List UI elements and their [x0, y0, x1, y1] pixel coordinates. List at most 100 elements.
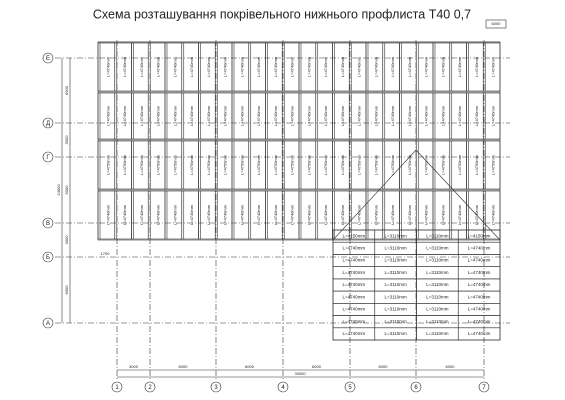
sheet-label: L=4750mm — [122, 154, 127, 175]
axis-label: Б — [46, 255, 50, 261]
sheet-label: L=3110mm — [426, 233, 449, 238]
note: 1700 — [101, 251, 111, 256]
sheet-label: L=4750mm — [306, 154, 311, 175]
sheet-label: L=4740mm — [105, 204, 110, 225]
sheet-label: L=3110mm — [384, 294, 407, 299]
sheet-label: L=4740mm — [468, 246, 491, 251]
axis-label: 5 — [348, 385, 352, 391]
sheet-label: L=4740mm — [343, 307, 366, 312]
sheet-label: L=4740mm — [256, 204, 261, 225]
sheet-label: L=4740mm — [290, 56, 295, 77]
axis-label: А — [46, 321, 50, 327]
dim-text: 24000 — [56, 184, 61, 196]
sheet-label: L=4740mm — [306, 105, 311, 126]
sheet-label: L=4750mm — [172, 154, 177, 175]
sheet-label: L=3110mm — [384, 258, 407, 263]
sheet-label: L=4740mm — [440, 204, 445, 225]
axis-label: Г — [46, 155, 50, 161]
axis-bubble — [344, 381, 356, 393]
sheet-label: L=4740mm — [172, 204, 177, 225]
sheet-label: L=4740mm — [343, 246, 366, 251]
sheet-label: L=4740mm — [491, 204, 496, 225]
axis-bubble — [42, 151, 54, 163]
sheet-label: L=4740mm — [139, 56, 144, 77]
sheet-label: L=4740mm — [407, 204, 412, 225]
sheet-label: L=4740mm — [343, 319, 366, 324]
sheet-label: L=4740mm — [468, 319, 491, 324]
axis-bubble — [210, 381, 222, 393]
sheet-label: L=4740mm — [323, 105, 328, 126]
sheet-label: L=4740mm — [373, 56, 378, 77]
sheet-label: L=3110mm — [384, 331, 407, 336]
sheet-label: L=4740mm — [189, 105, 194, 126]
dim-text: 3000 — [64, 235, 69, 245]
sheet-label: L=4740mm — [273, 105, 278, 126]
sheet — [482, 140, 501, 190]
title: Схема розташування покрівельного нижньог… — [93, 7, 471, 21]
sheet-label: L=4740mm — [373, 204, 378, 225]
sheet-label: L=4740mm — [357, 56, 362, 77]
sheet-label: L=4740mm — [239, 204, 244, 225]
sheet-label: L=4740mm — [357, 105, 362, 126]
sheet-label: L=4750mm — [206, 154, 211, 175]
sheet-label: L=3110mm — [384, 233, 407, 238]
sheet-label: L=4740mm — [340, 105, 345, 126]
sheet-label: L=4740mm — [343, 270, 366, 275]
dim-text: 33000 — [294, 371, 306, 376]
dim-text: 6000 — [379, 364, 389, 369]
dim-text: 6000 — [312, 364, 322, 369]
sheet — [482, 190, 501, 240]
sheet-label: L=4750mm — [189, 154, 194, 175]
sheet-label: L=3110mm — [426, 258, 449, 263]
sheet-label: L=4750mm — [273, 154, 278, 175]
sheet-label: L=4750mm — [424, 154, 429, 175]
sheet-label: L=4750mm — [474, 154, 479, 175]
sheet-label: L=4740mm — [223, 56, 228, 77]
sheet-label: L=3110mm — [384, 282, 407, 287]
sheet-label: L=4750mm — [440, 154, 445, 175]
axis-bubble — [111, 381, 123, 393]
sheet-label: L=4740mm — [343, 331, 366, 336]
sheet-label: L=4740mm — [122, 56, 127, 77]
sheet-label: L=4750mm — [407, 154, 412, 175]
axis-bubble — [277, 381, 289, 393]
sheet-label: L=4740mm — [172, 105, 177, 126]
sheet-label: L=4740mm — [290, 105, 295, 126]
sheet-label: L=4740mm — [343, 258, 366, 263]
sheet-label: L=4750mm — [491, 154, 496, 175]
sheet-label: L=4740mm — [340, 56, 345, 77]
sheet-label: L=4740mm — [474, 204, 479, 225]
sheet-label: L=4750mm — [373, 154, 378, 175]
dim-text: 3000 — [129, 364, 139, 369]
sheet-label: L=4750mm — [239, 154, 244, 175]
sheet-label: L=4750mm — [105, 154, 110, 175]
sheet-label: L=4740mm — [457, 56, 462, 77]
sheet-label: L=4740mm — [474, 105, 479, 126]
sheet-label: L=4740mm — [256, 105, 261, 126]
axis-bubble — [478, 381, 490, 393]
sheet-label: L=4740mm — [172, 56, 177, 77]
sheet-label: L=4750mm — [223, 154, 228, 175]
sheet-label: L=4740mm — [491, 105, 496, 126]
axis-label: В — [46, 221, 50, 227]
sheet-label: L=4740mm — [105, 105, 110, 126]
sheet-label: L=4740mm — [468, 282, 491, 287]
axis-label: Д — [46, 121, 50, 127]
axis-label: 1 — [115, 385, 119, 391]
axis-bubble — [410, 381, 422, 393]
sheet-label: L=3110mm — [384, 307, 407, 312]
sheet-label: L=4740mm — [407, 105, 412, 126]
sheet-label: L=4740mm — [290, 204, 295, 225]
axis-label: 7 — [482, 385, 486, 391]
dim-text: 6000 — [64, 185, 69, 195]
axis-label: Е — [46, 56, 50, 62]
sheet-label: L=4740mm — [357, 204, 362, 225]
sheet-label: L=4740mm — [206, 56, 211, 77]
sheet-label: L=3110mm — [426, 294, 449, 299]
dim-text: 6000 — [179, 364, 189, 369]
axis-bubble — [42, 251, 54, 263]
sheet-label: L=4740mm — [491, 56, 496, 77]
sheet-label: L=4740mm — [189, 204, 194, 225]
sheet-label: L=4740mm — [340, 204, 345, 225]
